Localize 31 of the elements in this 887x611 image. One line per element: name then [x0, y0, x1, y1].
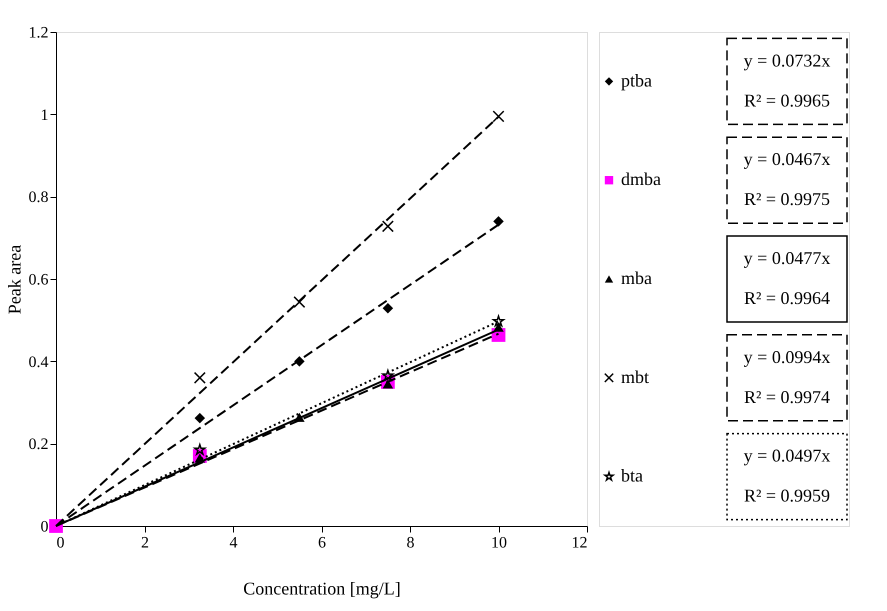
text: y = 0.0994x [744, 346, 830, 367]
text: y = 0.0477x [744, 248, 830, 268]
text: y = 0.0467x [744, 149, 830, 170]
x-tick-label: 8 [406, 534, 414, 552]
y-tick-label: 0 [40, 518, 48, 536]
x-tick-label: 6 [318, 534, 326, 552]
y-tick-label: 0.8 [28, 189, 48, 206]
y-tick-label: 0.6 [28, 272, 48, 288]
legend-label: bta [621, 466, 643, 486]
y-tick-label: 0.4 [28, 354, 48, 371]
y-tick-label: 1.2 [28, 24, 48, 42]
y-axis-title: Peak area [4, 244, 24, 314]
text: R² = 0.9964 [744, 288, 830, 308]
legend-label: dmba [621, 169, 661, 190]
text: R² = 0.9959 [744, 486, 830, 506]
y-tick-label: 1 [40, 106, 48, 124]
legend-label: ptba [621, 70, 652, 90]
text: R² = 0.9975 [744, 189, 830, 210]
x-axis-title: Concentration [mg/L] [243, 578, 401, 598]
x-tick-label: 10 [491, 534, 507, 552]
x-tick-label: 0 [56, 534, 64, 552]
y-tick-label: 0.2 [28, 436, 48, 454]
text: R² = 0.9974 [744, 386, 830, 407]
legend-label: mbt [621, 366, 650, 387]
legend-label: mba [621, 268, 652, 288]
text: R² = 0.9965 [744, 90, 830, 110]
x-tick-label: 2 [141, 534, 149, 552]
x-tick-label: 12 [572, 534, 588, 552]
text: y = 0.0497x [744, 446, 830, 466]
x-tick-label: 4 [230, 534, 238, 552]
text: y = 0.0732x [744, 50, 830, 70]
